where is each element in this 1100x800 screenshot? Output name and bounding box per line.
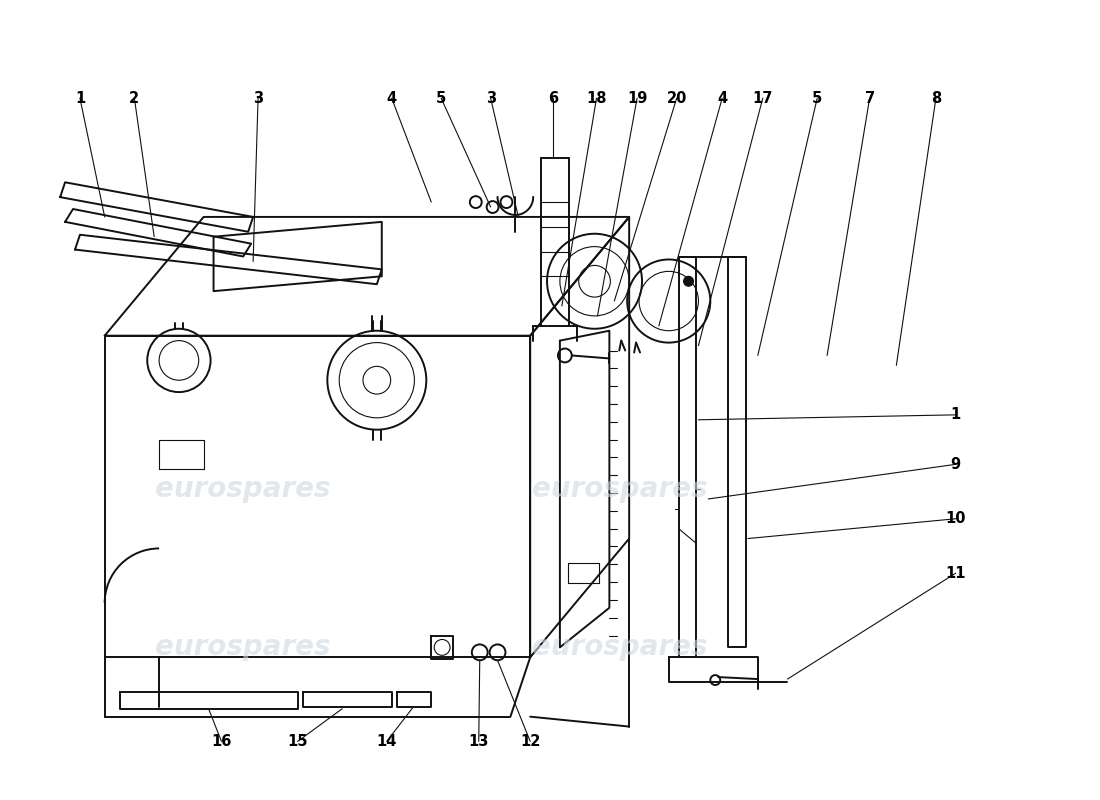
- Text: 10: 10: [946, 511, 966, 526]
- Text: 5: 5: [812, 90, 823, 106]
- Text: 5: 5: [436, 90, 447, 106]
- Text: 12: 12: [520, 734, 540, 749]
- Text: 4: 4: [386, 90, 397, 106]
- Text: 18: 18: [586, 90, 607, 106]
- Text: 7: 7: [865, 90, 874, 106]
- Text: 20: 20: [667, 90, 686, 106]
- Text: 2: 2: [130, 90, 140, 106]
- Text: 15: 15: [287, 734, 308, 749]
- Text: 3: 3: [253, 90, 263, 106]
- Text: 3: 3: [485, 90, 496, 106]
- Text: 9: 9: [950, 457, 960, 472]
- Text: 1: 1: [950, 407, 961, 422]
- Text: 4: 4: [717, 90, 727, 106]
- Text: eurospares: eurospares: [531, 634, 707, 662]
- Text: eurospares: eurospares: [531, 475, 707, 503]
- Text: 6: 6: [548, 90, 558, 106]
- Text: 14: 14: [376, 734, 397, 749]
- Text: eurospares: eurospares: [155, 475, 331, 503]
- Circle shape: [683, 276, 693, 286]
- Text: 19: 19: [627, 90, 647, 106]
- Text: 16: 16: [211, 734, 232, 749]
- Text: 8: 8: [931, 90, 942, 106]
- Text: 17: 17: [752, 90, 773, 106]
- Text: eurospares: eurospares: [155, 634, 331, 662]
- Text: 13: 13: [469, 734, 488, 749]
- Text: 1: 1: [75, 90, 85, 106]
- Text: 11: 11: [946, 566, 966, 581]
